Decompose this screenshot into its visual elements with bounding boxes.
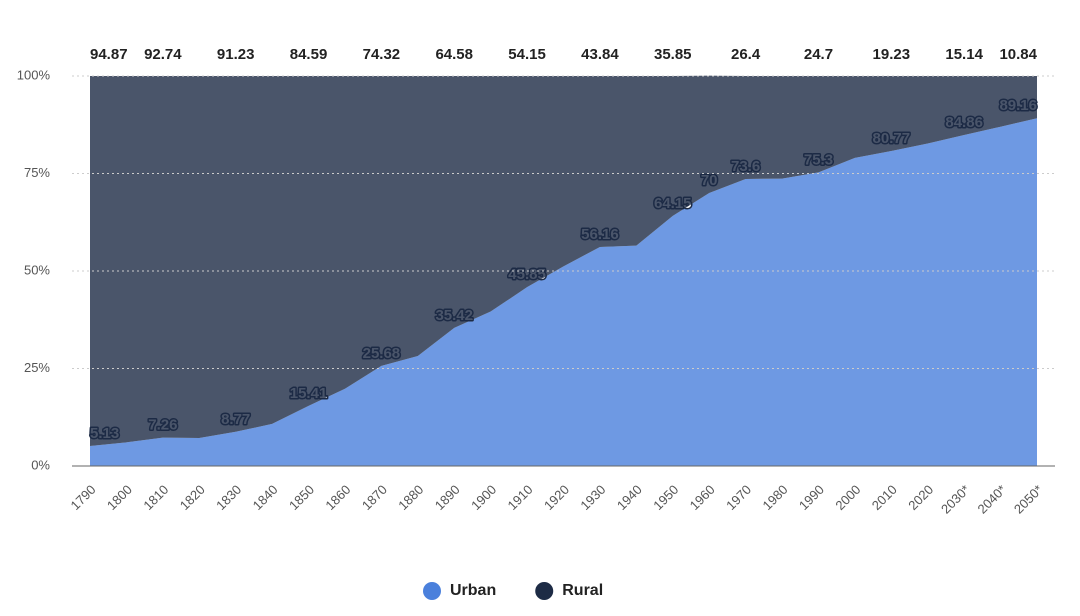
x-tick-label: 1820: [177, 482, 208, 513]
x-tick-label: 1960: [687, 482, 718, 513]
x-tick-label: 1860: [322, 482, 353, 513]
area: [90, 75, 1037, 446]
data-label: 74.32: [363, 46, 401, 63]
data-label: 15.14: [945, 46, 983, 63]
y-tick-label: 25%: [24, 360, 50, 375]
data-label: 84.59: [290, 46, 328, 63]
y-tick-label: 50%: [24, 262, 50, 277]
data-label: 94.87: [90, 46, 128, 63]
x-tick-label: 1810: [140, 482, 171, 513]
x-tick-label: 1870: [359, 482, 390, 513]
legend-label: Rural: [562, 582, 603, 599]
y-tick-label: 75%: [24, 165, 50, 180]
data-label: 10.84: [999, 46, 1037, 63]
data-label: 43.84: [581, 46, 619, 63]
x-tick-label: 1940: [614, 482, 645, 513]
x-tick-label: 2050*: [1011, 482, 1046, 517]
legend-marker: [423, 582, 441, 600]
x-tick-label: 1990: [796, 482, 827, 513]
x-tick-label: 2010: [869, 482, 900, 513]
data-label: 35.85: [654, 46, 692, 63]
x-tick-label: 1900: [468, 482, 499, 513]
x-tick-label: 2030*: [938, 482, 973, 517]
data-label: 19.23: [873, 46, 911, 63]
x-tick-label: 1930: [577, 482, 608, 513]
data-label: 91.23: [217, 46, 255, 63]
x-tick-label: 1850: [286, 482, 317, 513]
legend-label: Urban: [450, 582, 496, 599]
x-tick-label: 1970: [723, 482, 754, 513]
x-tick-label: 1880: [395, 482, 426, 513]
x-tick-label: 2020: [905, 482, 936, 513]
x-tick-label: 1910: [505, 482, 536, 513]
data-label: 64.58: [435, 46, 473, 63]
data-label: 54.15: [508, 46, 546, 63]
x-tick-label: 2040*: [974, 482, 1009, 517]
x-tick-label: 1890: [432, 482, 463, 513]
area: [90, 118, 1037, 466]
x-tick-label: 1920: [541, 482, 572, 513]
x-tick-label: 1830: [213, 482, 244, 513]
y-tick-label: 100%: [17, 67, 51, 82]
x-tick-label: 2000: [832, 482, 863, 513]
legend-marker: [535, 582, 554, 600]
x-tick-label: 1980: [760, 482, 791, 513]
y-tick-label: 0%: [31, 457, 50, 472]
x-tick-label: 1790: [67, 482, 98, 513]
x-tick-label: 1950: [650, 482, 681, 513]
data-label: 26.4: [731, 46, 761, 63]
x-tick-label: 1800: [104, 482, 135, 513]
data-label: 24.7: [804, 46, 833, 63]
x-tick-label: 1840: [250, 482, 281, 513]
data-label: 92.74: [144, 46, 182, 63]
